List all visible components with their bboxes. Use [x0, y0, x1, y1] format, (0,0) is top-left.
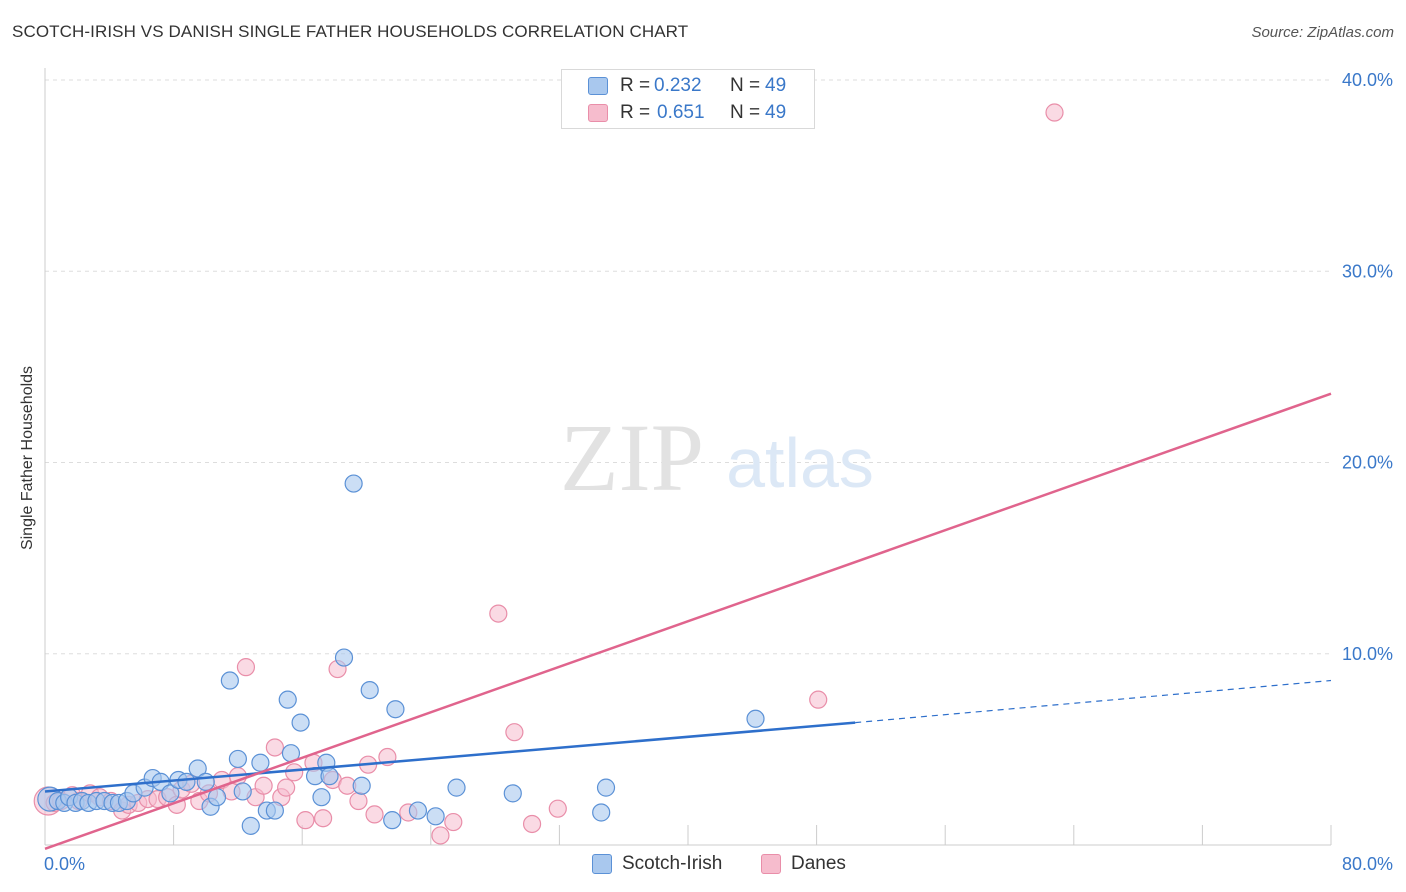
- scotch-irish-point: [592, 803, 611, 822]
- danes-point: [349, 791, 368, 811]
- danes-point: [444, 812, 463, 832]
- bottom-legend-scotch-irish: Scotch-Irish: [592, 852, 722, 876]
- scotch-irish-point: [241, 816, 260, 835]
- scotch-irish-point: [177, 772, 196, 791]
- legend-n-value-scotch-irish: 49: [765, 75, 787, 96]
- danes-points: [33, 103, 1064, 845]
- source-label: Source: ZipAtlas.com: [1251, 24, 1394, 41]
- danes-point: [296, 811, 315, 830]
- danes-point: [431, 826, 450, 845]
- tick-labels: 10.0% 20.0% 30.0% 40.0% 0.0% 80.0%: [44, 70, 1393, 874]
- y-tick-label: 30.0%: [1342, 261, 1393, 281]
- scotch-irish-trend-extension: [855, 679, 1332, 724]
- bottom-legend-label-danes: Danes: [791, 853, 846, 874]
- scotch-irish-point: [503, 784, 522, 803]
- scotch-irish-point: [596, 778, 616, 797]
- danes-point: [277, 778, 296, 797]
- danes-point: [548, 799, 567, 818]
- legend-r-value-scotch-irish: 0.232: [654, 75, 702, 96]
- scotch-irish-point: [220, 671, 239, 690]
- scotch-irish-point: [320, 767, 339, 786]
- scotch-irish-point: [251, 753, 270, 772]
- watermark-zip: ZIP: [560, 404, 704, 511]
- bottom-legend-swatch-pink: [761, 854, 781, 874]
- scotch-irish-point: [228, 749, 247, 769]
- danes-point: [365, 805, 384, 824]
- danes-point: [313, 809, 333, 828]
- y-tick-label: 20.0%: [1342, 453, 1393, 473]
- scotch-irish-point: [161, 784, 180, 803]
- legend-r-label-2: R =: [620, 102, 651, 123]
- watermark: ZIP atlas: [560, 404, 874, 511]
- scotch-irish-point: [344, 474, 363, 493]
- y-tick-label: 10.0%: [1342, 644, 1393, 664]
- scotch-irish-point: [278, 690, 297, 709]
- x-tick-label: 0.0%: [44, 854, 85, 874]
- legend-r-value-danes: 0.651: [657, 102, 705, 123]
- legend-swatch-danes: [588, 104, 608, 122]
- danes-point: [809, 690, 828, 709]
- chart-title: SCOTCH-IRISH VS DANISH SINGLE FATHER HOU…: [12, 22, 689, 41]
- scotch-irish-point: [386, 700, 405, 719]
- danes-point: [505, 723, 524, 742]
- legend-n-value-danes: 49: [765, 102, 787, 123]
- gridlines: [45, 79, 1331, 655]
- scotch-irish-point: [447, 778, 466, 797]
- danes-point: [254, 776, 273, 795]
- legend-n-label-2: N =: [730, 102, 761, 123]
- bottom-legend-danes: Danes: [761, 852, 846, 876]
- scotch-irish-point: [196, 772, 215, 791]
- y-tick-label: 40.0%: [1342, 70, 1393, 90]
- scotch-irish-point: [334, 648, 354, 667]
- scotch-irish-point: [383, 811, 402, 830]
- danes-point: [522, 814, 542, 834]
- scotch-irish-point: [352, 776, 371, 795]
- scotch-irish-point: [291, 713, 310, 732]
- axes: [44, 68, 1332, 846]
- bottom-legend-swatch-blue: [592, 854, 612, 874]
- legend-r-label-1: R =: [620, 75, 651, 96]
- bottom-legend-label-scotch-irish: Scotch-Irish: [622, 853, 723, 874]
- danes-trend-line: [44, 392, 1332, 851]
- legend-n-label-1: N =: [730, 75, 761, 96]
- scotch-irish-point: [188, 759, 207, 778]
- danes-point: [285, 763, 304, 782]
- scotch-irish-point: [746, 709, 765, 728]
- scotch-irish-points: [37, 474, 765, 835]
- scotch-irish-point: [408, 801, 428, 820]
- scotch-irish-point: [426, 807, 445, 826]
- scotch-irish-point: [265, 801, 284, 820]
- danes-point: [489, 604, 508, 623]
- watermark-atlas: atlas: [726, 424, 874, 502]
- scotch-irish-point: [312, 788, 331, 807]
- trend-lines: [44, 392, 1332, 851]
- legend-swatch-scotch-irish: [588, 77, 608, 95]
- scotch-irish-point: [360, 680, 379, 700]
- scotch-irish-trend-line: [44, 721, 856, 793]
- x-tick-label: 80.0%: [1342, 854, 1393, 874]
- danes-point: [265, 738, 284, 757]
- danes-point: [1045, 103, 1064, 122]
- legend-box: R = 0.232 N = 49 R = 0.651 N = 49: [561, 69, 815, 129]
- danes-point: [236, 658, 256, 677]
- scotch-irish-point: [233, 782, 252, 801]
